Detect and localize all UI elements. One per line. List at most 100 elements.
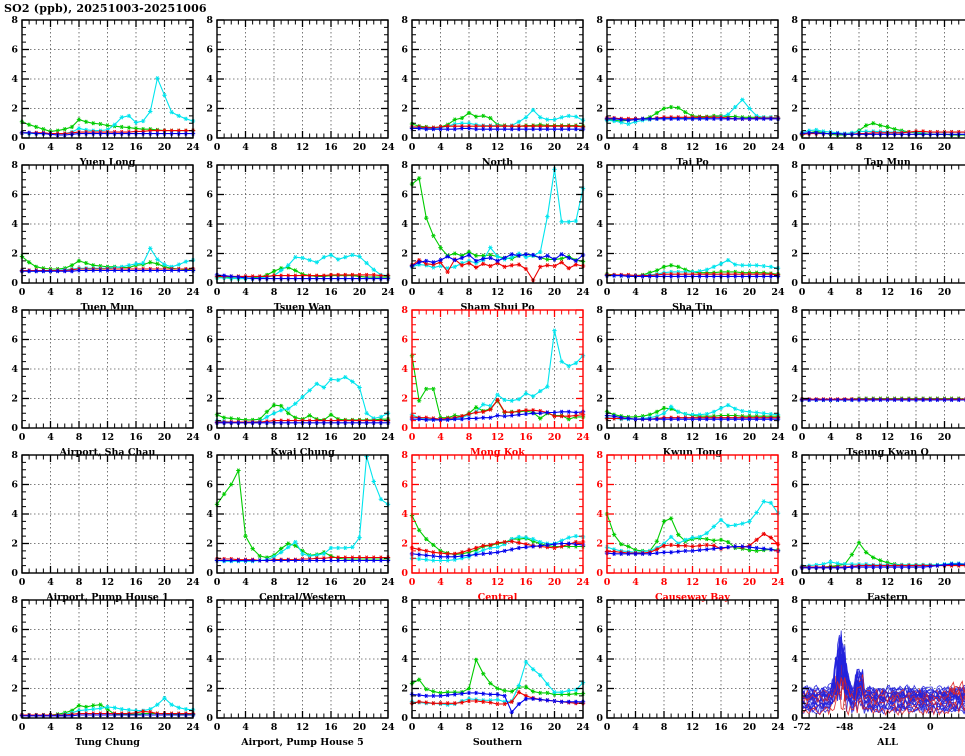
- x-tick-label: 16: [324, 722, 338, 733]
- x-tick-label: 4: [827, 577, 834, 588]
- x-tick-label: 20: [548, 142, 562, 153]
- y-tick-label: 2: [596, 539, 603, 550]
- x-tick-label: -24: [879, 722, 897, 733]
- x-tick-label: 0: [604, 577, 611, 588]
- y-tick-label: 0: [206, 133, 213, 144]
- x-tick-label: 24: [381, 722, 395, 733]
- y-tick-label: 2: [206, 539, 213, 550]
- x-tick-label: 16: [519, 432, 533, 443]
- x-tick-label: 20: [548, 577, 562, 588]
- y-tick-label: 4: [206, 74, 213, 85]
- chart-panel-tseung-kwan-o: 0246804812162024Tseung Kwan O: [782, 304, 965, 466]
- x-tick-label: 8: [466, 142, 473, 153]
- y-tick-label: 2: [11, 104, 18, 115]
- x-tick-label: 0: [409, 577, 416, 588]
- y-tick-label: 4: [791, 654, 798, 665]
- x-tick-label: 4: [242, 722, 249, 733]
- x-tick-label: 12: [296, 722, 309, 733]
- y-tick-label: 8: [791, 305, 798, 316]
- y-tick-label: 6: [401, 45, 408, 56]
- y-tick-label: 4: [206, 654, 213, 665]
- x-tick-label: 16: [714, 577, 728, 588]
- x-tick-label: 4: [632, 432, 639, 443]
- y-tick-label: 0: [206, 278, 213, 289]
- y-tick-label: 8: [596, 595, 603, 606]
- x-tick-label: 24: [381, 432, 395, 443]
- x-tick-label: 12: [491, 287, 504, 298]
- x-tick-label: 12: [101, 142, 114, 153]
- x-tick-label: 24: [771, 142, 785, 153]
- panel-label: Airport, Pump House 5: [240, 737, 364, 748]
- x-tick-label: 24: [771, 577, 785, 588]
- x-tick-label: 16: [129, 287, 143, 298]
- y-tick-label: 6: [401, 480, 408, 491]
- y-tick-label: 8: [401, 595, 408, 606]
- panel-label: Tseung Kwan O: [846, 447, 928, 458]
- x-tick-label: 4: [437, 142, 444, 153]
- chart-panel-mong-kok: 0 2 4 6 8 0 4 8 12 16 20 24 Mong Kok: [392, 304, 597, 466]
- y-tick-label: 4: [596, 509, 603, 520]
- y-tick-label: 8: [401, 305, 408, 316]
- panel-label: North: [482, 157, 513, 168]
- chart-panel-central: 0 2 4 6 8 0 4 8 12 16 20 24 Central: [392, 449, 597, 611]
- panel-label: Southern: [473, 737, 522, 748]
- chart-panel-airport-sha-chau: 0 2 4 6 8 0 4 8 12 16 20 24 Airport, Sha Chau: [2, 304, 207, 466]
- x-tick-label: 8: [271, 577, 278, 588]
- y-tick-label: 6: [11, 625, 18, 636]
- x-tick-label: 8: [856, 577, 863, 588]
- y-tick-label: 2: [401, 249, 408, 260]
- x-tick-label: 8: [661, 287, 668, 298]
- x-tick-label: 8: [856, 287, 863, 298]
- x-tick-label: 20: [158, 722, 172, 733]
- x-tick-label: 8: [76, 722, 83, 733]
- y-tick-label: 6: [206, 190, 213, 201]
- y-tick-label: 2: [11, 684, 18, 695]
- y-tick-label: 6: [11, 335, 18, 346]
- y-tick-label: 6: [791, 625, 798, 636]
- panel-label: ALL: [876, 737, 898, 748]
- x-tick-label: 16: [519, 142, 533, 153]
- x-tick-label: 12: [101, 577, 114, 588]
- chart-panel-sha-tin: 0 2 4 6 8 0 4 8 12 16 20 24 Sha Tin: [587, 159, 792, 321]
- y-tick-label: 2: [791, 104, 798, 115]
- y-tick-label: 0: [11, 568, 18, 579]
- y-tick-label: 6: [596, 335, 603, 346]
- y-tick-label: 2: [401, 394, 408, 405]
- panel-label: Tsuen Wan: [274, 302, 332, 313]
- x-tick-label: 20: [743, 287, 757, 298]
- x-tick-label: 12: [686, 722, 699, 733]
- x-tick-label: 20: [353, 142, 367, 153]
- y-tick-label: 4: [596, 364, 603, 375]
- x-tick-label: 12: [101, 722, 114, 733]
- y-tick-label: 6: [206, 480, 213, 491]
- panel-label: Sha Tin: [672, 302, 713, 313]
- chart-panel-tai-po: 0 2 4 6 8 0 4 8 12 16 20 24 Tai Po: [587, 14, 792, 176]
- x-tick-label: 16: [909, 577, 923, 588]
- x-tick-label: 20: [743, 722, 757, 733]
- x-tick-label: -72: [793, 722, 810, 733]
- x-tick-label: 20: [938, 142, 952, 153]
- y-tick-label: 4: [11, 654, 18, 665]
- y-tick-label: 8: [11, 305, 18, 316]
- y-tick-label: 0: [791, 568, 798, 579]
- x-tick-label: 8: [856, 142, 863, 153]
- x-tick-label: 24: [576, 287, 590, 298]
- x-tick-label: 8: [466, 722, 473, 733]
- x-tick-label: 12: [881, 432, 894, 443]
- panel-label: Mong Kok: [470, 447, 525, 458]
- x-tick-label: 20: [938, 287, 952, 298]
- x-tick-label: 12: [686, 142, 699, 153]
- y-tick-label: 0: [11, 133, 18, 144]
- y-tick-label: 4: [11, 509, 18, 520]
- x-tick-label: 4: [47, 577, 54, 588]
- y-tick-label: 0: [11, 423, 18, 434]
- x-tick-label: 24: [381, 577, 395, 588]
- y-tick-label: 6: [596, 480, 603, 491]
- y-tick-label: 2: [11, 249, 18, 260]
- x-tick-label: 0: [604, 432, 611, 443]
- x-tick-label: 8: [466, 432, 473, 443]
- x-tick-label: 12: [296, 432, 309, 443]
- y-tick-label: 2: [791, 539, 798, 550]
- x-tick-label: 4: [242, 142, 249, 153]
